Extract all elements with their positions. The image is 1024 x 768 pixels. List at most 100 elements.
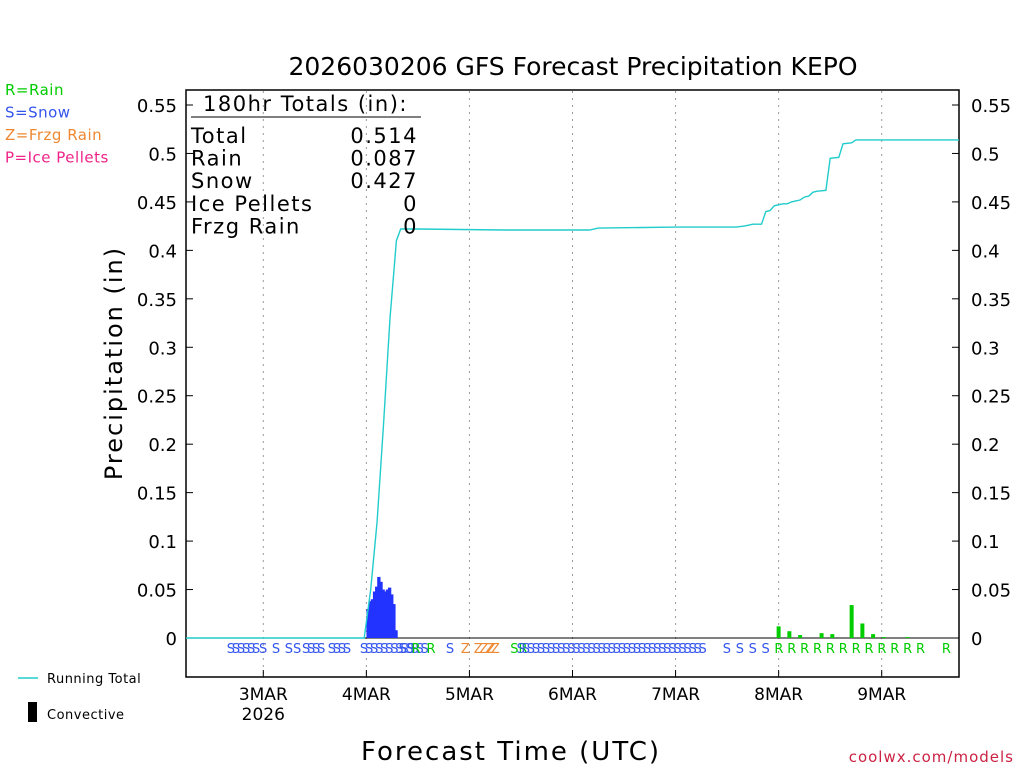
y-tick-label-right-0.2: 0.2: [971, 435, 1000, 456]
snow-bar-11: [390, 594, 394, 638]
snow-bar-1: [368, 601, 372, 638]
ptype-mark: Z: [487, 642, 496, 657]
y-tick-label-left-0.35: 0.35: [137, 290, 177, 311]
ptype-mark: R: [852, 642, 861, 657]
y-tick-label-right-0.1: 0.1: [971, 532, 1000, 553]
y-tick-label-right-0.05: 0.05: [971, 581, 1011, 602]
ptype-mark: SSSS: [302, 642, 325, 657]
ptype-mark: R: [903, 642, 912, 657]
y-tick-label-left-0.55: 0.55: [137, 96, 177, 117]
ptype-mark: R: [942, 642, 951, 657]
totals-value-total: 0.514: [350, 124, 418, 148]
y-tick-label-right-0.3: 0.3: [971, 338, 1000, 359]
snow-bar-12: [392, 604, 396, 638]
rain-bar-6: [860, 623, 865, 638]
convective-legend-label: Convective: [47, 708, 125, 723]
x-tick-label-6mar: 6MAR: [548, 685, 597, 705]
ptype-mark: R: [787, 642, 796, 657]
snow-bar-7: [381, 589, 385, 638]
ptype-mark: SSSS: [328, 642, 351, 657]
y-tick-label-left-0.05: 0.05: [137, 581, 177, 602]
totals-label-snow: Snow: [191, 169, 254, 193]
y-tick-label-left-0.4: 0.4: [148, 241, 177, 262]
precip-type-legend: R=Rain S=Snow Z=Frzg Rain P=Ice Pellets: [5, 81, 109, 167]
totals-value-rain: 0.087: [350, 147, 418, 171]
y-tick-label-left-0: 0: [166, 629, 177, 650]
snow-bar-2: [370, 599, 375, 638]
totals-label-rain: Rain: [191, 147, 243, 171]
rain-bar-1: [787, 631, 792, 638]
snow-bar-4: [375, 586, 379, 638]
ptype-mark: R: [813, 642, 822, 657]
ptype-mark: SR: [510, 642, 527, 657]
y-tick-label-left-0.1: 0.1: [148, 532, 177, 553]
y-axis-left: 0 0.05 0.1 0.15 0.2 0.25 0.3 0.35 0.4 0.45 0.5 0.55: [137, 96, 193, 650]
precip-bars: [366, 576, 910, 639]
running-total-line: [186, 139, 959, 639]
x-tick-label-3mar: 3MAR: [239, 685, 288, 705]
ptype-mark: SSSSSSSSSSSSS: [360, 642, 429, 657]
x-tick-label-4mar: 4MAR: [342, 685, 391, 705]
snow-bar-8: [383, 591, 387, 638]
ptype-mark: R: [877, 642, 886, 657]
y-tick-label-right-0.5: 0.5: [971, 144, 1000, 165]
ptype-mark: R: [839, 642, 848, 657]
x-tick-label-7mar: 7MAR: [651, 685, 700, 705]
running-total-legend-label: Running Total: [47, 672, 141, 687]
y-tick-label-left-0.2: 0.2: [148, 435, 177, 456]
x-axis-label: Forecast Time (UTC): [361, 737, 661, 767]
ptype-mark: R: [890, 642, 899, 657]
y-tick-label-right-0: 0: [971, 629, 982, 650]
ptype-mark: S: [761, 642, 769, 657]
y-tick-label-right-0.4: 0.4: [971, 241, 1000, 262]
snow-bar-5: [377, 576, 381, 638]
rain-bar-5: [849, 605, 854, 638]
ptype-mark: R: [411, 642, 420, 657]
running-total-series: [186, 139, 959, 639]
snow-bar-10: [387, 587, 392, 638]
totals-label-ice-pellets: Ice Pellets: [191, 192, 313, 216]
y-tick-label-left-0.25: 0.25: [137, 387, 177, 408]
y-tick-label-right-0.45: 0.45: [971, 193, 1011, 214]
x-tick-label-8mar: 8MAR: [754, 685, 803, 705]
y-tick-label-left-0.3: 0.3: [148, 338, 177, 359]
totals-value-ice-pellets: 0: [403, 192, 418, 216]
y-axis-right: 0 0.05 0.1 0.15 0.2 0.25 0.3 0.35 0.4 0.45 0.5 0.55: [952, 96, 1011, 650]
ptype-mark: R: [800, 642, 809, 657]
legend-type-frzg-rain: Z=Frzg Rain: [5, 126, 102, 144]
ptype-mark: SS: [399, 642, 416, 657]
convective-legend-swatch: [28, 702, 37, 722]
y-tick-label-left-0.5: 0.5: [148, 144, 177, 165]
rain-bar-0: [776, 626, 781, 638]
totals-value-snow: 0.427: [350, 169, 418, 193]
ptype-mark: SS: [285, 642, 302, 657]
footer-credit: coolwx.com/models: [849, 748, 1014, 766]
ptype-mark: R: [426, 642, 435, 657]
rain-bar-4: [830, 634, 835, 638]
ptype-mark: S: [446, 642, 454, 657]
y-tick-label-left-0.45: 0.45: [137, 193, 177, 214]
x-tick-sublabel-year: 2026: [242, 705, 285, 725]
totals-value-frzg-rain: 0: [403, 214, 418, 238]
y-tick-label-right-0.15: 0.15: [971, 484, 1011, 505]
y-tick-label-right-0.25: 0.25: [971, 387, 1011, 408]
snow-bar-6: [379, 581, 383, 638]
x-tick-label-9mar: 9MAR: [857, 685, 906, 705]
ptype-mark: R: [774, 642, 783, 657]
ptype-mark: S: [749, 642, 757, 657]
totals-label-frzg-rain: Frzg Rain: [191, 214, 301, 238]
ptype-mark: S: [272, 642, 280, 657]
legend-type-snow: S=Snow: [5, 104, 71, 122]
rain-bar-2: [798, 635, 803, 638]
totals-box: 180hr Totals (in): Total 0.514 Rain 0.087 Sn…: [190, 92, 421, 238]
ptype-mark: SSSSSS: [227, 642, 260, 657]
ptype-mark: R: [865, 642, 874, 657]
ptype-mark: Z: [461, 642, 470, 657]
y-axis-label: Precipitation (in): [100, 246, 128, 480]
legend-type-ice-pellets: P=Ice Pellets: [5, 149, 109, 167]
rain-bar-3: [819, 633, 824, 638]
rain-bar-8: [881, 637, 886, 639]
